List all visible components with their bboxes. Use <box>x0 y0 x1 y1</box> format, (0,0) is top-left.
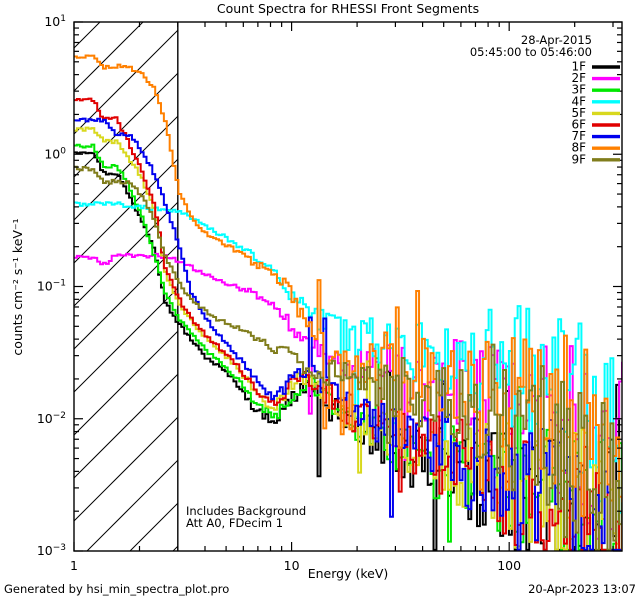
legend-label-9f: 9F <box>571 152 586 166</box>
legend-label-6f: 6F <box>571 118 586 132</box>
legend-label-3f: 3F <box>571 83 586 97</box>
x-tick-label: 1 <box>70 558 78 573</box>
spectra-curves <box>74 54 622 551</box>
y-axis-label: counts cm⁻² s⁻¹ keV⁻¹ <box>10 218 25 355</box>
footer-timestamp: 20-Apr-2023 13:07 <box>528 582 636 596</box>
legend-label-4f: 4F <box>571 94 586 108</box>
footer-generated-by: Generated by hsi_min_spectra_plot.pro <box>4 582 229 596</box>
excluded-band-hatching <box>74 22 179 551</box>
y-axis-label-group: counts cm⁻² s⁻¹ keV⁻¹ <box>10 218 25 355</box>
legend-label-2f: 2F <box>571 71 586 85</box>
page-title: Count Spectra for RHESSI Front Segments <box>217 1 479 16</box>
x-axis-tick-labels: 1 10 100 <box>70 558 521 573</box>
x-tick-label: 10 <box>284 558 300 573</box>
axes-frame <box>73 21 623 552</box>
x-axis-label: Energy (keV) <box>308 566 389 581</box>
x-tick-label: 100 <box>497 558 521 573</box>
legend-label-8f: 8F <box>571 141 586 155</box>
observation-time-range: 05:45:00 to 05:46:00 <box>470 45 592 59</box>
annotation-attenuator: Att A0, FDecim 1 <box>186 516 283 530</box>
observation-date: 28-Apr-2015 <box>521 33 592 47</box>
legend-label-1f: 1F <box>571 60 586 74</box>
legend-label-5f: 5F <box>571 106 586 120</box>
annotation-includes-background: Includes Background <box>186 504 306 518</box>
legend-label-7f: 7F <box>571 129 586 143</box>
